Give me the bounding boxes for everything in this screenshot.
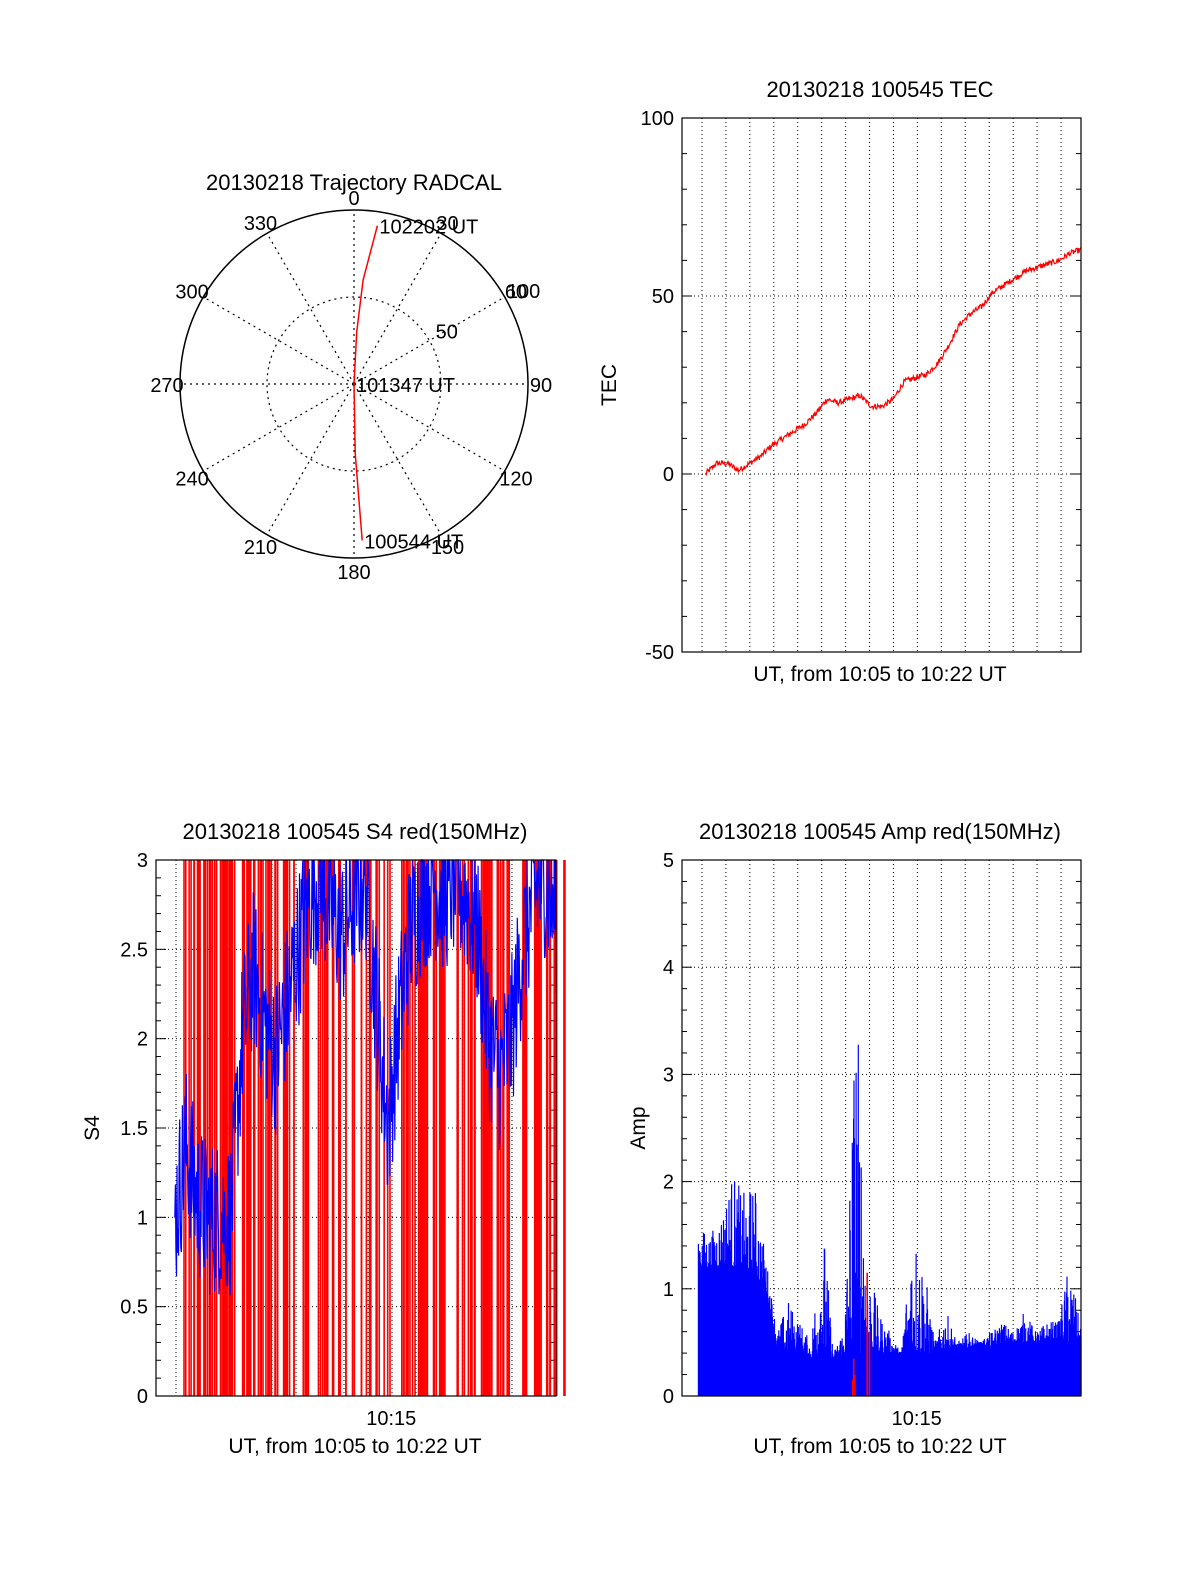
- polar-angle-label: 270: [150, 375, 183, 397]
- amp-red-spikes: [851, 1272, 871, 1396]
- amp-ytick-label: 0: [663, 1386, 674, 1408]
- s4-x-axis-label: UT, from 10:05 to 10:22 UT: [228, 1435, 481, 1458]
- polar-spoke: [353, 233, 442, 385]
- polar-angle-label: 210: [244, 537, 277, 559]
- s4-ytick-label: 2.5: [120, 939, 148, 961]
- tec-ytick-label: 50: [652, 286, 674, 308]
- s4-red-spikes: [183, 860, 566, 1396]
- s4-ytick-label: 0.5: [120, 1297, 148, 1319]
- s4-title: 20130218 100545 S4 red(150MHz): [183, 819, 528, 844]
- polar-angle-label: 0: [348, 188, 359, 210]
- tec-y-axis-label: TEC: [598, 364, 621, 406]
- trajectory-annotation: 100544 UT: [364, 531, 463, 553]
- polar-spoke: [353, 383, 442, 535]
- s4-ytick-label: 1: [137, 1207, 148, 1229]
- polar-trajectory-chart: 20130218 Trajectory RADCAL 0 30 60 90 120 150…: [150, 170, 552, 584]
- polar-angle-label: 60: [505, 282, 527, 304]
- s4-ticks: 0 0.5 1 1.5 2 2.5 3 10:15: [120, 850, 556, 1430]
- amp-xtick-label: 10:15: [892, 1408, 942, 1430]
- amp-ytick-label: 5: [663, 850, 674, 872]
- amp-ytick-label: 2: [663, 1172, 674, 1194]
- polar-title: 20130218 Trajectory RADCAL: [206, 170, 502, 195]
- polar-spoke: [266, 383, 355, 535]
- polar-spoke: [266, 233, 355, 385]
- polar-angle-label: 150: [431, 537, 464, 559]
- polar-angle-label: 120: [499, 469, 532, 491]
- polar-spoke: [203, 383, 355, 472]
- polar-spoke: [353, 296, 505, 385]
- tec-chart: 20130218 100545 TEC UT, from 10:05 to 10…: [598, 77, 1082, 686]
- polar-angle-label: 300: [175, 282, 208, 304]
- tec-ticks: -50 0 50 100: [641, 108, 1081, 664]
- tec-ytick-label: 0: [663, 464, 674, 486]
- amp-x-axis-label: UT, from 10:05 to 10:22 UT: [753, 1435, 1006, 1458]
- polar-grid: [179, 209, 529, 559]
- s4-frame: [155, 859, 557, 1397]
- polar-radius-label: 100: [507, 281, 540, 303]
- trajectory-annotations: 102202 UT 101347 UT 100544 UT: [356, 217, 478, 554]
- s4-y-axis-label: S4: [81, 1115, 104, 1141]
- trajectory-line: [353, 225, 379, 541]
- s4-blue-line: [174, 858, 557, 1296]
- amp-ytick-label: 4: [663, 957, 674, 979]
- polar-radius-labels: 50 100: [436, 281, 541, 344]
- polar-radius-label: 50: [436, 322, 458, 344]
- amp-chart: 20130218 100545 Amp red(150MHz) UT, from…: [627, 819, 1082, 1458]
- amp-y-axis-label: Amp: [627, 1106, 650, 1149]
- amp-frame: [681, 859, 1082, 1397]
- amp-blue-spikes: [697, 1044, 1082, 1396]
- s4-ytick-label: 1.5: [120, 1118, 148, 1140]
- tec-series-line: [704, 247, 1082, 477]
- polar-angle-label: 90: [530, 375, 552, 397]
- amp-ytick-label: 3: [663, 1064, 674, 1086]
- polar-angle-labels: 0 30 60 90 120 150 180 210 240 270 300 330: [150, 188, 552, 584]
- s4-xtick-label: 10:15: [366, 1408, 416, 1430]
- polar-angle-label: 240: [175, 469, 208, 491]
- tec-title: 20130218 100545 TEC: [766, 77, 993, 102]
- s4-ytick-label: 0: [137, 1386, 148, 1408]
- polar-inner-circle: [266, 296, 442, 472]
- polar-angle-label: 30: [436, 213, 458, 235]
- tec-ytick-label: 100: [641, 108, 674, 130]
- amp-grid: [682, 860, 1081, 1396]
- polar-angle-label: 180: [337, 562, 370, 584]
- tec-x-axis-label: UT, from 10:05 to 10:22 UT: [753, 663, 1006, 686]
- trajectory-annotation: 101347 UT: [356, 375, 455, 397]
- tec-frame: [681, 117, 1082, 653]
- polar-spoke: [203, 296, 355, 385]
- polar-angle-label: 330: [244, 213, 277, 235]
- tec-grid: [682, 118, 1081, 652]
- trajectory-layer: [353, 225, 379, 541]
- polar-outer-circle: [179, 209, 529, 559]
- polar-spoke: [353, 383, 505, 472]
- amp-ytick-label: 1: [663, 1279, 674, 1301]
- s4-ytick-label: 3: [137, 850, 148, 872]
- tec-ytick-label: -50: [645, 642, 674, 664]
- amp-title: 20130218 100545 Amp red(150MHz): [699, 819, 1061, 844]
- s4-ytick-label: 2: [137, 1029, 148, 1051]
- s4-chart: 20130218 100545 S4 red(150MHz) UT, from …: [81, 819, 566, 1458]
- trajectory-annotation: 102202 UT: [379, 217, 478, 239]
